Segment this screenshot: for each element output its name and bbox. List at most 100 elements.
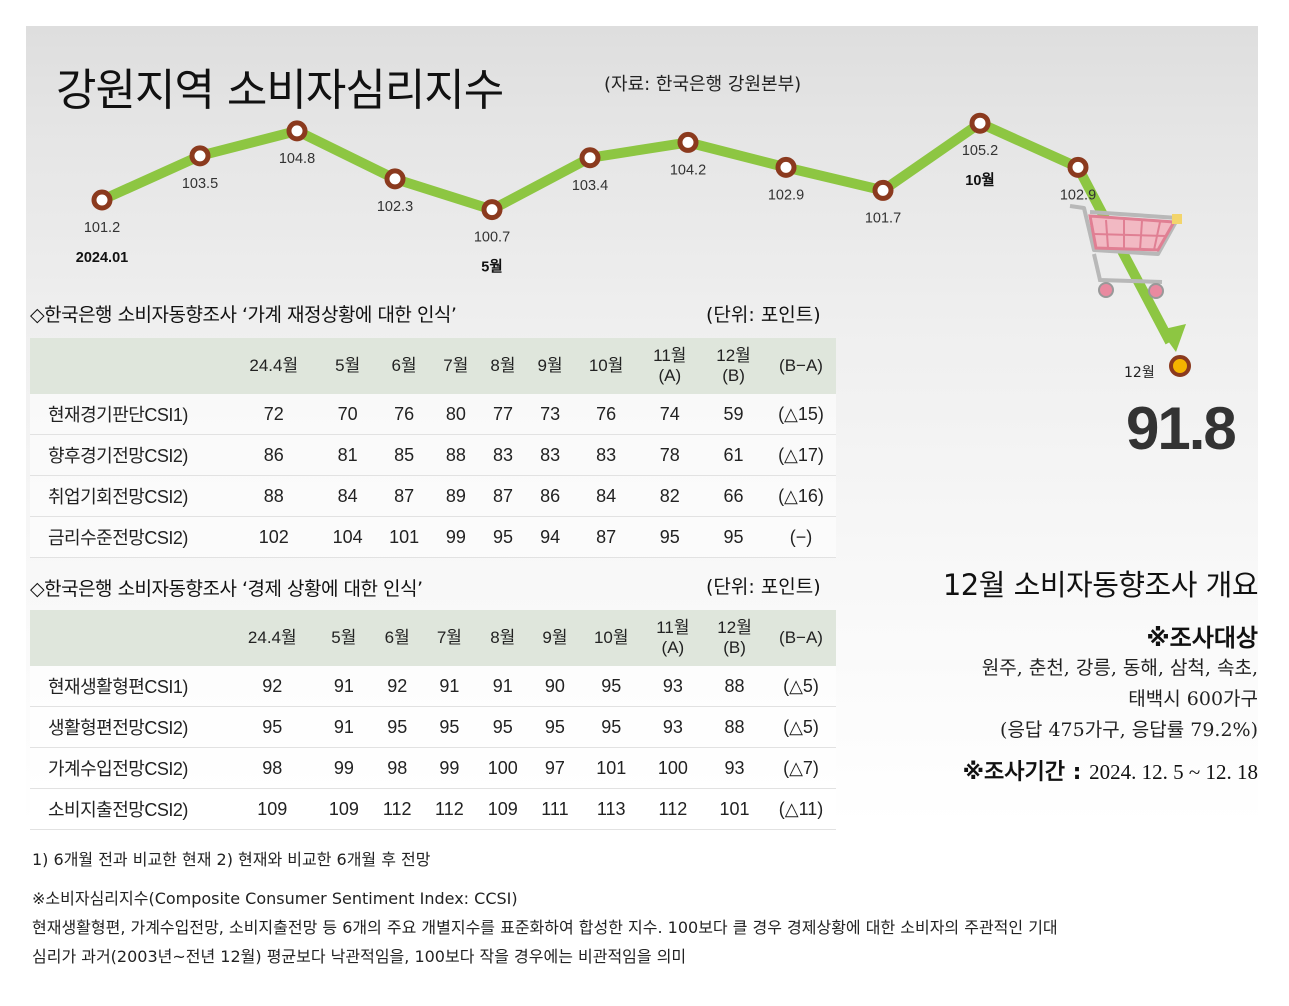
column-header: 10월 — [573, 338, 639, 394]
table-cell: 95 — [530, 706, 580, 748]
page-title: 강원지역 소비자심리지수 — [56, 65, 504, 116]
table-cell: 91 — [316, 706, 372, 748]
table-cell: 109 — [475, 788, 531, 830]
table-header-row: 24.4월 5월 6월 7월 8월 9월 10월 11월 (A) 12월 (B) (B−A) — [30, 338, 836, 394]
table-cell: 93 — [703, 747, 766, 789]
data-label: 103.5 — [182, 176, 218, 192]
table-cell: 88 — [228, 475, 320, 517]
table-cell: 95 — [479, 516, 527, 558]
data-label: 101.7 — [865, 210, 901, 226]
table-cell: 95 — [579, 706, 643, 748]
table-cell: 95 — [701, 516, 766, 558]
data-label: 104.8 — [279, 151, 315, 167]
table-row: 현재경기판단CSI1) 72 70 76 80 77 73 76 74 59 (△15) — [30, 394, 836, 435]
drop-segment — [1073, 165, 1175, 345]
table-cell: 59 — [701, 394, 766, 435]
table-cell: (△7) — [766, 747, 836, 789]
table-cell: 112 — [423, 788, 476, 830]
table-cell: 109 — [316, 788, 372, 830]
column-header: 24.4월 — [228, 338, 320, 394]
table2-unit: (단위: 포인트) — [706, 576, 821, 598]
table-cell: 99 — [432, 516, 480, 558]
x-tick-label: 10월 — [965, 172, 994, 189]
row-label: 현재생활형편CSI1) — [30, 666, 228, 707]
table-cell: 76 — [573, 394, 639, 435]
table-cell: 83 — [526, 434, 574, 476]
table-row: 소비지출전망CSI2) 109 109 112 112 109 111 113 112 101 (△… — [30, 788, 836, 830]
data-label: 102.9 — [768, 187, 804, 203]
table-cell: 95 — [228, 706, 317, 748]
table-cell: 76 — [375, 394, 433, 435]
row-label: 생활형편전망CSI2) — [30, 706, 228, 748]
column-header: 12월 (B) — [703, 610, 766, 666]
shopping-cart-icon — [1069, 204, 1182, 299]
table-cell: 88 — [432, 434, 480, 476]
table-cell: 104 — [319, 516, 376, 558]
table-cell: 88 — [703, 706, 766, 748]
data-point — [189, 145, 211, 167]
table-cell: 93 — [642, 666, 704, 707]
table-cell: 99 — [423, 747, 476, 789]
period-value: 2024. 12. 5 ~ 12. 18 — [1089, 760, 1258, 784]
table-cell: 73 — [526, 394, 574, 435]
table-row: 현재생활형편CSI1) 92 91 92 91 91 90 95 93 88 (△5) — [30, 666, 836, 707]
data-point — [677, 131, 699, 153]
column-header: 11월 (A) — [638, 338, 702, 394]
line-chart: 101.2 2024.01 103.5 104.8 102.3 100.7 5월 103.4 1… — [76, 112, 1191, 377]
source-note: (자료: 한국은행 강원본부) — [604, 74, 802, 95]
table-cell: (△5) — [766, 706, 836, 748]
drop-arrowhead — [1160, 324, 1186, 352]
table-cell: 101 — [375, 516, 433, 558]
table-cell: 91 — [475, 666, 531, 707]
table-cell: 91 — [316, 666, 372, 707]
data-label: 100.7 — [474, 230, 510, 246]
table-row: 가계수입전망CSI2) 98 99 98 99 100 97 101 100 93 (△7) — [30, 747, 836, 789]
target-line-3: (응답 475가구, 응답률 79.2%) — [1000, 719, 1258, 741]
data-label: 105.2 — [962, 143, 998, 159]
table-cell: 98 — [371, 747, 424, 789]
table-cell: 100 — [642, 747, 704, 789]
table-cell: 83 — [479, 434, 527, 476]
table-cell: 113 — [579, 788, 643, 830]
table-cell: 98 — [228, 747, 317, 789]
data-label: 103.4 — [572, 178, 608, 194]
table-row: 향후경기전망CSI2) 86 81 85 88 83 83 83 78 61 (△17) — [30, 434, 836, 476]
column-header — [30, 338, 228, 394]
table-cell: 70 — [319, 394, 376, 435]
target-heading: ※조사대상 — [1146, 624, 1258, 652]
column-header: 6월 — [371, 610, 424, 666]
row-label: 현재경기판단CSI1) — [30, 394, 228, 435]
table1-unit: (단위: 포인트) — [706, 304, 821, 326]
economic-conditions-table: 24.4월 5월 6월 7월 8월 9월 10월 11월 (A) 12월 (B) (B−A) 현재생활형… — [30, 610, 836, 830]
table-cell: 109 — [228, 788, 317, 830]
table-cell: 95 — [371, 706, 424, 748]
table-row: 금리수준전망CSI2) 102 104 101 99 95 94 87 95 95 (−) — [30, 516, 836, 558]
row-label: 금리수준전망CSI2) — [30, 516, 228, 558]
footnote-2-line-2: 심리가 과거(2003년~전년 12월) 평균보다 낙관적임을, 100보다 작… — [32, 947, 687, 966]
data-point — [286, 120, 308, 142]
survey-summary: 12월 소비자동향조사 개요 ※조사대상 원주, 춘천, 강릉, 동해, 삼척,… — [880, 562, 1259, 786]
table-row: 생활형편전망CSI2) 95 91 95 95 95 95 95 93 88 (△5) — [30, 706, 836, 748]
data-label: 101.2 — [84, 220, 120, 236]
column-header: 9월 — [526, 338, 574, 394]
footnote-2-title: ※소비자심리지수(Composite Consumer Sentiment In… — [32, 889, 518, 908]
table-cell: 112 — [642, 788, 704, 830]
table-cell: (△11) — [766, 788, 836, 830]
data-point — [481, 199, 503, 221]
row-label: 취업기회전망CSI2) — [30, 475, 228, 517]
data-point — [384, 168, 406, 190]
table-cell: 112 — [371, 788, 424, 830]
row-label: 향후경기전망CSI2) — [30, 434, 228, 476]
x-tick-label: 2024.01 — [76, 250, 128, 266]
table-cell: 81 — [319, 434, 376, 476]
data-point — [775, 156, 797, 178]
table-cell: 95 — [475, 706, 531, 748]
table-cell: 95 — [423, 706, 476, 748]
table-cell: 92 — [371, 666, 424, 707]
table-header-row: 24.4월 5월 6월 7월 8월 9월 10월 11월 (A) 12월 (B) (B−A) — [30, 610, 836, 666]
column-header: 8월 — [475, 610, 531, 666]
table-cell: (△15) — [766, 394, 836, 435]
data-point — [872, 179, 894, 201]
table-cell: 95 — [638, 516, 702, 558]
table-cell: 83 — [573, 434, 639, 476]
